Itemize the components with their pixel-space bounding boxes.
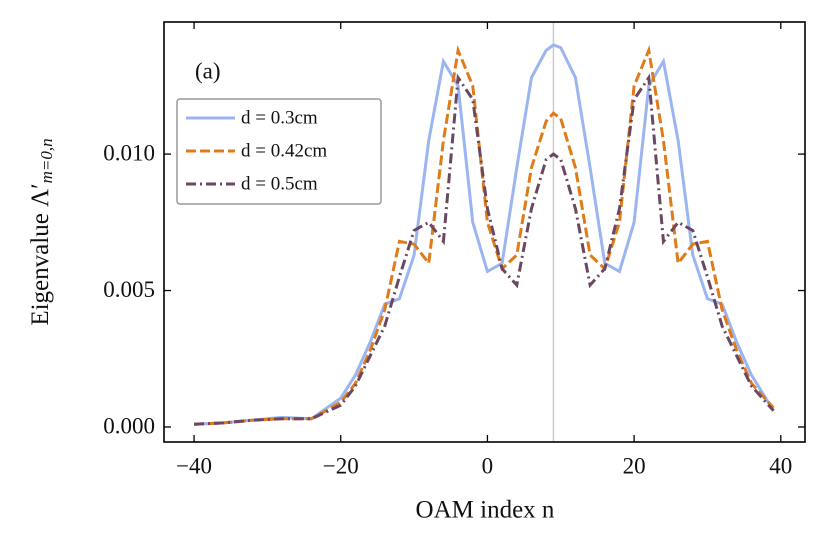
y-axis-label: Eigenvalue Λ′m=0,n <box>27 138 56 325</box>
x-tick-label: 20 <box>623 453 646 478</box>
legend-label: d = 0.42cm <box>241 140 327 161</box>
x-axis-label: OAM index n <box>416 497 555 524</box>
plot-frame <box>163 21 806 443</box>
y-tick-label: 0.010 <box>103 140 155 165</box>
series-line <box>194 43 775 426</box>
legend-label: d = 0.3cm <box>241 107 318 128</box>
y-tick-label: 0.000 <box>103 413 155 438</box>
x-tick-label: 0 <box>482 453 494 478</box>
legend: d = 0.3cm d = 0.42cm d = 0.5cm <box>176 98 382 205</box>
legend-label: d = 0.5cm <box>241 173 318 194</box>
x-tick-label: −40 <box>176 453 212 478</box>
annotation: (a) <box>195 58 221 83</box>
y-axis-label-sub: m=0,n <box>37 138 56 183</box>
x-tick-label: 40 <box>769 453 792 478</box>
legend-box <box>176 98 382 205</box>
series-line <box>194 44 775 426</box>
series-line <box>194 73 775 426</box>
x-tick-label: −20 <box>323 453 359 478</box>
y-axis-label-main: Eigenvalue Λ′ <box>27 183 54 325</box>
y-tick-label: 0.005 <box>103 277 155 302</box>
